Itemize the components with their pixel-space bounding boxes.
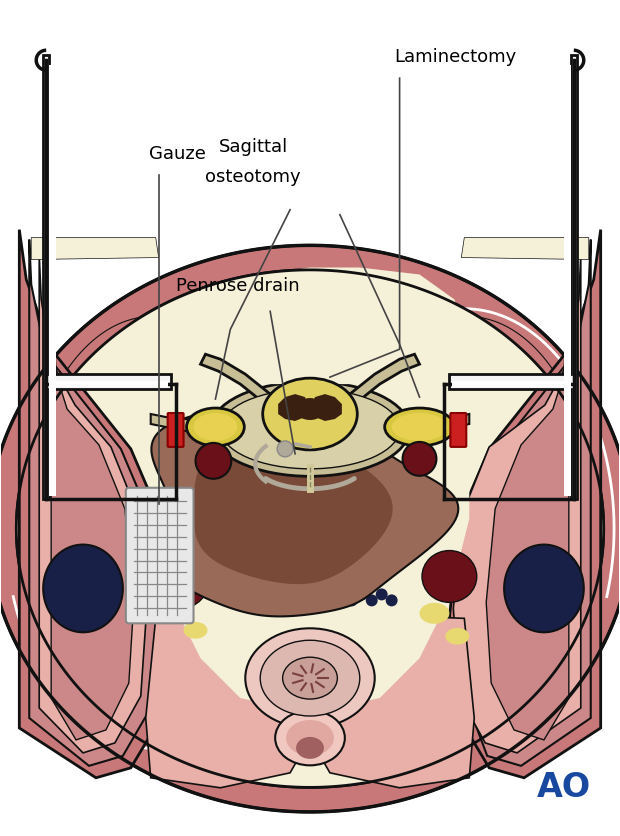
- Polygon shape: [450, 56, 577, 499]
- Polygon shape: [453, 255, 581, 753]
- Circle shape: [277, 441, 293, 457]
- Circle shape: [386, 594, 397, 607]
- FancyBboxPatch shape: [450, 414, 466, 447]
- Polygon shape: [156, 268, 469, 713]
- Circle shape: [356, 589, 368, 601]
- Ellipse shape: [422, 551, 477, 603]
- Text: Sagittal: Sagittal: [218, 138, 288, 155]
- Circle shape: [376, 589, 388, 601]
- Polygon shape: [51, 270, 134, 740]
- Ellipse shape: [283, 657, 337, 699]
- Ellipse shape: [504, 545, 584, 633]
- Circle shape: [270, 601, 286, 617]
- Ellipse shape: [210, 382, 410, 477]
- Ellipse shape: [286, 720, 334, 756]
- Polygon shape: [405, 415, 469, 435]
- Text: Penrose drain: Penrose drain: [175, 277, 299, 295]
- Polygon shape: [310, 617, 474, 788]
- Polygon shape: [338, 317, 596, 741]
- Text: Laminectomy: Laminectomy: [394, 48, 517, 66]
- Polygon shape: [453, 66, 571, 496]
- Ellipse shape: [193, 414, 237, 441]
- Text: Gauze: Gauze: [149, 145, 206, 163]
- Ellipse shape: [295, 399, 325, 421]
- Polygon shape: [193, 434, 392, 584]
- Polygon shape: [461, 238, 589, 260]
- Ellipse shape: [445, 628, 469, 645]
- Text: AO: AO: [537, 770, 591, 803]
- Polygon shape: [39, 255, 147, 753]
- Polygon shape: [16, 271, 604, 788]
- Circle shape: [195, 443, 231, 479]
- Polygon shape: [151, 415, 215, 435]
- Polygon shape: [312, 395, 342, 421]
- Ellipse shape: [296, 737, 324, 759]
- Ellipse shape: [384, 409, 454, 446]
- Polygon shape: [46, 297, 574, 761]
- Ellipse shape: [43, 545, 123, 633]
- Ellipse shape: [157, 553, 208, 608]
- Polygon shape: [64, 354, 253, 705]
- Circle shape: [237, 581, 253, 597]
- Polygon shape: [367, 354, 556, 705]
- Ellipse shape: [187, 409, 244, 446]
- Ellipse shape: [260, 640, 360, 716]
- Polygon shape: [350, 354, 420, 405]
- Ellipse shape: [392, 414, 448, 441]
- FancyBboxPatch shape: [167, 414, 184, 447]
- Circle shape: [326, 594, 338, 607]
- Polygon shape: [278, 395, 308, 421]
- Circle shape: [250, 596, 266, 612]
- Polygon shape: [450, 231, 601, 777]
- Polygon shape: [49, 66, 167, 496]
- Text: osteotomy: osteotomy: [205, 167, 301, 186]
- Ellipse shape: [263, 379, 357, 451]
- Circle shape: [260, 586, 276, 602]
- Polygon shape: [29, 240, 159, 766]
- Polygon shape: [86, 374, 239, 684]
- Ellipse shape: [420, 603, 449, 624]
- Polygon shape: [43, 56, 170, 499]
- Circle shape: [402, 442, 436, 477]
- Ellipse shape: [275, 711, 345, 766]
- Circle shape: [346, 594, 358, 607]
- Polygon shape: [151, 401, 458, 617]
- Ellipse shape: [184, 622, 208, 639]
- Polygon shape: [19, 231, 170, 777]
- Polygon shape: [24, 317, 282, 741]
- Polygon shape: [486, 270, 569, 740]
- FancyBboxPatch shape: [126, 488, 193, 624]
- Ellipse shape: [246, 629, 374, 728]
- Polygon shape: [353, 335, 576, 723]
- Polygon shape: [51, 302, 569, 757]
- Circle shape: [366, 594, 378, 607]
- Polygon shape: [146, 617, 310, 788]
- Polygon shape: [0, 246, 620, 812]
- Polygon shape: [200, 354, 270, 405]
- Polygon shape: [265, 335, 355, 385]
- Circle shape: [336, 588, 348, 599]
- Polygon shape: [381, 374, 534, 684]
- Polygon shape: [31, 238, 159, 260]
- Polygon shape: [461, 240, 591, 766]
- Polygon shape: [16, 271, 604, 788]
- Polygon shape: [44, 335, 267, 723]
- Ellipse shape: [370, 542, 389, 556]
- Ellipse shape: [160, 595, 192, 618]
- Ellipse shape: [220, 390, 400, 469]
